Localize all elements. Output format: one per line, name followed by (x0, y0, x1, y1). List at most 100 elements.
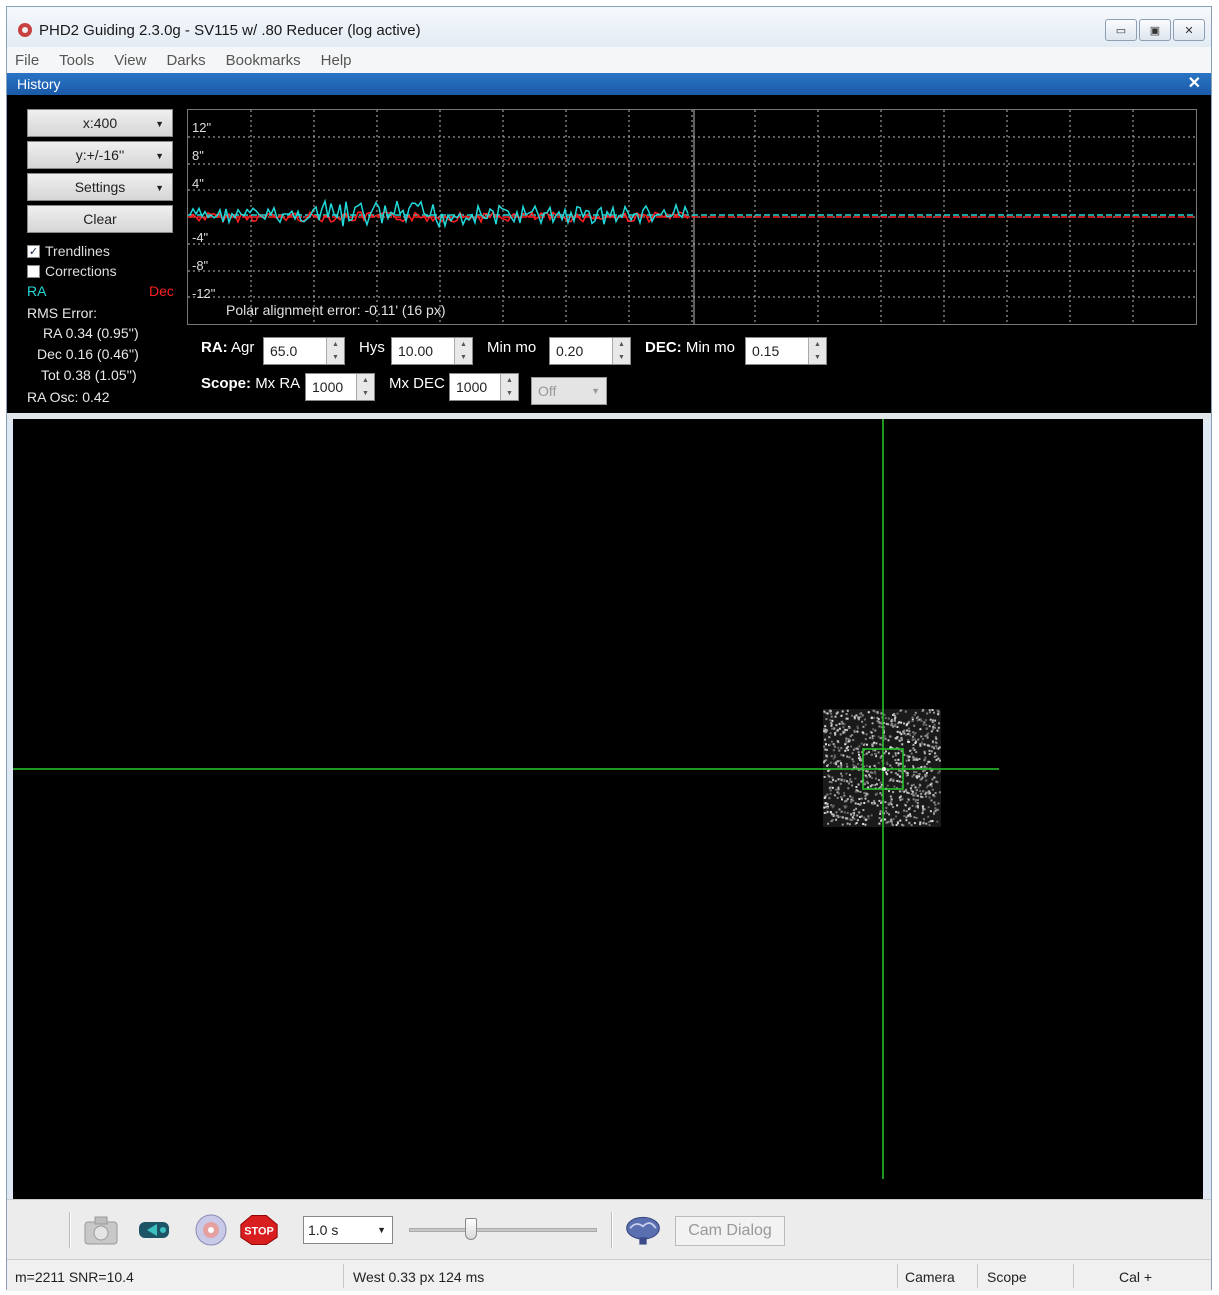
noise-pixel (863, 783, 865, 786)
noise-pixel (859, 716, 862, 718)
y-scale-dropdown[interactable]: y:+/-16'' ▼ (27, 141, 173, 169)
noise-pixel (828, 780, 831, 783)
noise-pixel (884, 737, 887, 740)
noise-pixel (858, 811, 861, 814)
panel-splitter[interactable] (7, 413, 1211, 419)
noise-pixel (883, 752, 886, 755)
noise-pixel (925, 766, 928, 769)
noise-pixel (854, 823, 857, 826)
gamma-slider-track[interactable] (409, 1228, 597, 1232)
noise-pixel (915, 816, 918, 819)
brain-settings-icon[interactable] (623, 1212, 663, 1248)
noise-pixel (897, 758, 900, 761)
noise-pixel (888, 820, 890, 823)
noise-pixel (841, 798, 843, 801)
minimize-button[interactable]: ▭ (1105, 19, 1137, 41)
menu-darks[interactable]: Darks (166, 51, 206, 69)
x-scale-dropdown[interactable]: x:400 ▼ (27, 109, 173, 137)
noise-pixel (901, 823, 904, 826)
noise-pixel (932, 728, 934, 731)
noise-pixel (878, 799, 881, 802)
camera-image-view[interactable] (13, 419, 1203, 1199)
noise-pixel (840, 720, 843, 723)
trendlines-checkbox[interactable]: ✓ Trendlines (27, 243, 110, 259)
cam-dialog-button[interactable]: Cam Dialog (675, 1216, 785, 1246)
noise-pixel (871, 771, 874, 774)
noise-pixel (840, 764, 843, 767)
maximize-button[interactable]: ▣ (1139, 19, 1171, 41)
noise-pixel (845, 805, 848, 808)
noise-pixel (925, 772, 928, 774)
y-tick-label: -8" (192, 258, 209, 273)
noise-pixel (846, 798, 849, 801)
noise-pixel (890, 818, 893, 821)
hysteresis-spinner[interactable]: 10.00 ▲ ▼ (391, 337, 473, 365)
scope-label: Scope: (201, 375, 252, 392)
noise-pixel (872, 728, 875, 731)
dec-mode-dropdown[interactable]: Off ▼ (531, 377, 607, 405)
menu-tools[interactable]: Tools (59, 51, 95, 69)
noise-pixel (826, 729, 829, 732)
history-close-button[interactable]: ✕ (1187, 75, 1201, 92)
guide-brain-icon[interactable] (191, 1212, 231, 1248)
noise-pixel (916, 794, 919, 797)
noise-pixel (887, 802, 890, 805)
noise-pixel (933, 801, 936, 804)
noise-pixel (881, 794, 884, 797)
noise-pixel (836, 791, 839, 794)
noise-pixel (871, 777, 873, 779)
noise-pixel (895, 761, 898, 764)
stop-icon[interactable]: STOP (239, 1212, 279, 1248)
noise-pixel (823, 812, 826, 814)
noise-pixel (923, 721, 926, 724)
noise-pixel (938, 759, 941, 762)
noise-pixel (861, 731, 864, 734)
menu-bookmarks[interactable]: Bookmarks (225, 51, 301, 69)
noise-pixel (934, 736, 937, 739)
noise-pixel (903, 722, 906, 725)
ra-min-move-spinner[interactable]: 0.20 ▲ ▼ (549, 337, 631, 365)
y-tick-label: -4" (192, 230, 209, 245)
x-scale-value: x:400 (82, 115, 118, 131)
menu-file[interactable]: File (15, 51, 40, 69)
noise-pixel (843, 811, 846, 814)
noise-pixel (868, 751, 870, 754)
menu-help[interactable]: Help (320, 51, 352, 69)
exposure-dropdown[interactable]: 1.0 s ▼ (303, 1216, 393, 1244)
noise-pixel (915, 757, 918, 760)
settings-dropdown[interactable]: Settings ▼ (27, 173, 173, 201)
noise-pixel (856, 727, 859, 730)
noise-pixel (873, 770, 876, 773)
max-ra-duration-spinner[interactable]: 1000 ▲ ▼ (305, 373, 375, 401)
guide-history-graph[interactable]: 12" 8" 4" -4" -8" -12" Polar alignment e… (187, 109, 1197, 325)
noise-pixel (851, 758, 854, 761)
noise-pixel (896, 726, 899, 728)
dec-min-move-spinner[interactable]: 0.15 ▲ ▼ (745, 337, 827, 365)
noise-pixel (842, 722, 844, 725)
noise-pixel (911, 716, 914, 719)
loop-exposure-icon[interactable] (135, 1212, 175, 1248)
noise-pixel (924, 756, 927, 759)
noise-pixel (935, 808, 938, 811)
noise-pixel (892, 714, 894, 716)
noise-pixel (934, 807, 937, 810)
spinner-arrows-icon: ▲ ▼ (356, 374, 374, 400)
noise-pixel (830, 755, 833, 758)
max-dec-duration-spinner[interactable]: 1000 ▲ ▼ (449, 373, 519, 401)
corrections-checkbox[interactable]: Corrections (27, 263, 117, 279)
menu-view[interactable]: View (114, 51, 147, 69)
window-controls: ▭ ▣ ✕ (1105, 19, 1205, 41)
noise-pixel (864, 723, 867, 726)
gamma-slider-thumb[interactable] (465, 1218, 477, 1240)
noise-pixel (909, 815, 912, 818)
ra-aggressiveness-spinner[interactable]: 65.0 ▲ ▼ (263, 337, 345, 365)
noise-pixel (900, 721, 903, 724)
close-window-button[interactable]: ✕ (1173, 19, 1205, 41)
noise-pixel (908, 727, 910, 730)
clear-button[interactable]: Clear (27, 205, 173, 233)
close-icon: ✕ (1184, 24, 1194, 37)
noise-pixel (928, 749, 931, 752)
noise-pixel (879, 785, 882, 788)
camera-connect-icon[interactable] (81, 1212, 121, 1248)
noise-pixel (898, 780, 901, 783)
